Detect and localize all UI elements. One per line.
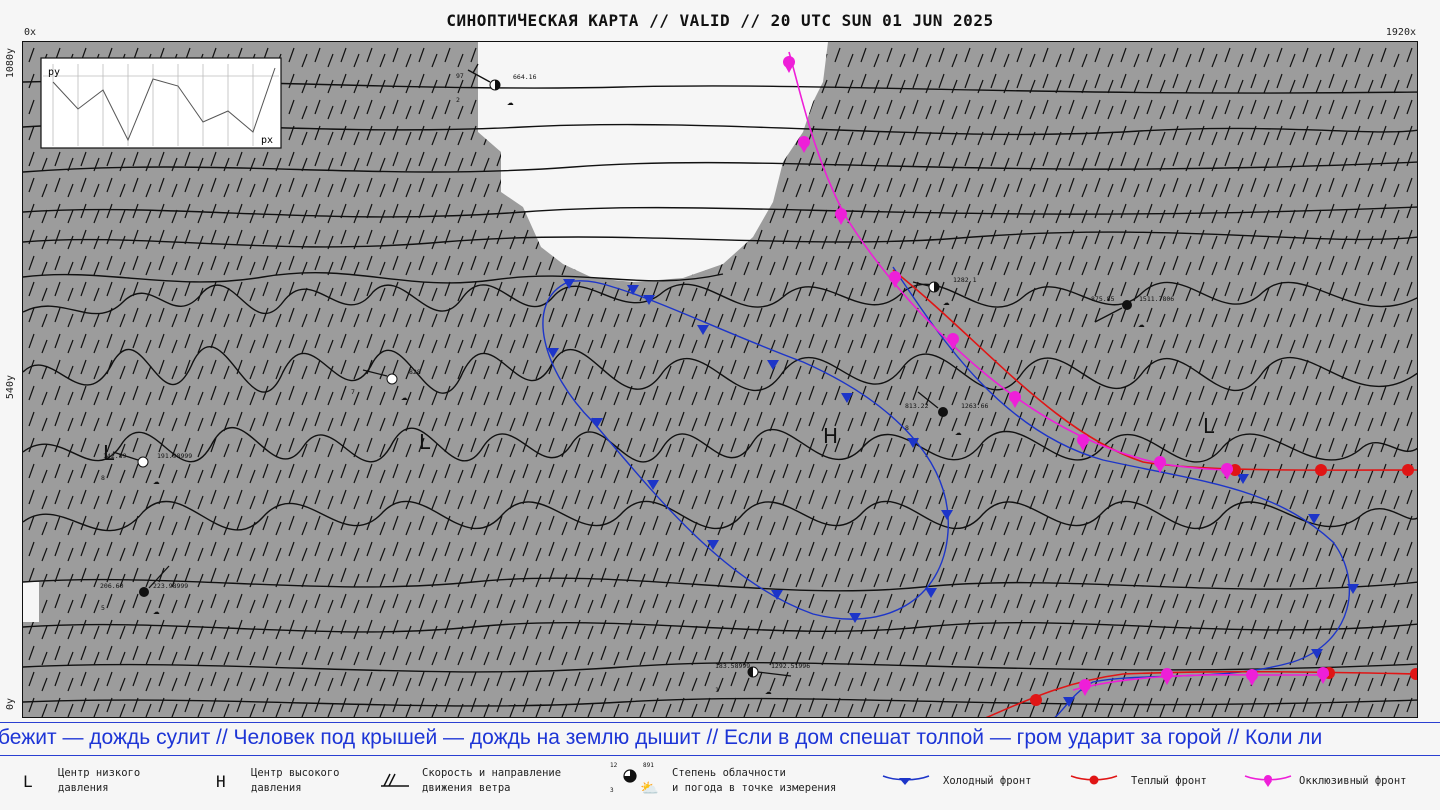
svg-text:px: px [261,135,273,146]
occluded-front [1072,674,1329,691]
occluded-front-symbols [783,56,1329,696]
svg-text:664.16: 664.16 [513,73,537,81]
low-pressure-center: L [1203,414,1215,438]
synoptic-map[interactable]: L L L H [22,41,1418,718]
svg-text:5: 5 [101,604,105,612]
svg-text:☁: ☁ [153,474,160,487]
weather-station: 142.89 191.98999 8 ☁ [101,451,192,487]
svg-text:8: 8 [101,474,105,482]
cold-front [542,266,1351,717]
weather-station: 97 664.16 2 ☁ [456,63,537,108]
legend-wind-label: Скорость и направление движения ветра [422,767,562,794]
svg-text:142.89: 142.89 [103,452,127,460]
svg-text:1292.51996: 1292.51996 [771,662,810,670]
svg-text:183.58999: 183.58999 [715,662,750,670]
svg-text:☁: ☁ [943,295,950,308]
legend-cold-label: Холодный фронт [943,775,1032,787]
svg-text:☁: ☁ [153,604,160,617]
svg-text:875.85: 875.85 [1091,295,1115,303]
svg-text:1: 1 [715,686,719,694]
legend-high-label: Центр высокого давления [251,767,340,794]
isobars [23,80,1417,707]
cold-front-icon [882,775,930,785]
cloud-cover-icon [623,769,637,783]
svg-text:py: py [48,67,60,78]
warm-front-icon [1070,775,1118,785]
occluded-front-icon [1244,775,1292,787]
warm-front-semicircles [1030,464,1417,706]
cold-front-triangles [547,279,1359,707]
wind-barb-icon [381,773,409,787]
svg-text:☁: ☁ [401,390,408,403]
weather-station: 813.22 1263.66 8 ☁ [905,391,988,438]
corner-label-right: 1920x [1385,27,1416,38]
svg-text:☁: ☁ [765,684,772,697]
svg-text:206.60: 206.60 [100,582,124,590]
weather-icon: ⛅ [640,779,659,797]
legend-low-symbol: L [23,772,33,791]
svg-text:☁: ☁ [1138,317,1145,330]
svg-text:8: 8 [905,424,909,432]
high-pressure-center: H [823,424,838,448]
svg-text:2: 2 [456,96,460,104]
svg-text:813.22: 813.22 [905,402,929,410]
legend-warm-label: Теплый фронт [1131,775,1207,787]
svg-text:1263.66: 1263.66 [961,402,988,410]
low-pressure-center: L [419,430,431,454]
legend-high-symbol: H [216,772,226,791]
weather-station: 1282.1 ☁ [912,276,977,308]
svg-text:1282.1: 1282.1 [953,276,977,284]
svg-text:223.98999: 223.98999 [153,582,188,590]
svg-text:☁: ☁ [955,425,962,438]
weather-station: 206.60 223.98999 5 ☁ [100,565,188,617]
svg-text:828: 828 [409,368,421,376]
ticker-text: бежит — дождь сулит // Человек под крыше… [0,726,1323,749]
svg-text:☁: ☁ [507,95,514,108]
legend-cloud-label: Степень облачности и погода в точке измер… [672,767,837,794]
corner-label-left: 0x [24,27,37,38]
legend-occluded-label: Окклюзивный фронт [1299,775,1407,787]
weather-station: 183.58999 1292.51996 1 ☁ [715,662,810,697]
proverb-ticker: бежит — дождь сулит // Человек под крыше… [0,722,1440,756]
y-axis-label-bottom: 0y [5,698,16,711]
weather-station: 828 7 ☁ [351,363,421,403]
inset-chart: py px [40,57,282,149]
svg-text:191.98999: 191.98999 [157,452,192,460]
y-axis-label-mid: 540y [5,375,16,400]
svg-text:1511.7806: 1511.7806 [1139,295,1174,303]
svg-text:7: 7 [351,388,355,396]
clear-patch [23,582,39,622]
svg-text:97: 97 [456,72,464,80]
map-title: СИНОПТИЧЕСКАЯ КАРТА // VALID // 20 UTC S… [446,11,994,30]
precip-area [23,42,1417,717]
legend-low-label: Центр низкого давления [58,767,141,794]
weather-station: 875.85 1511.7806 ☁ [1091,295,1174,330]
low-pressure-center: L [103,441,115,465]
y-axis-label-top: 1080y [5,48,16,79]
